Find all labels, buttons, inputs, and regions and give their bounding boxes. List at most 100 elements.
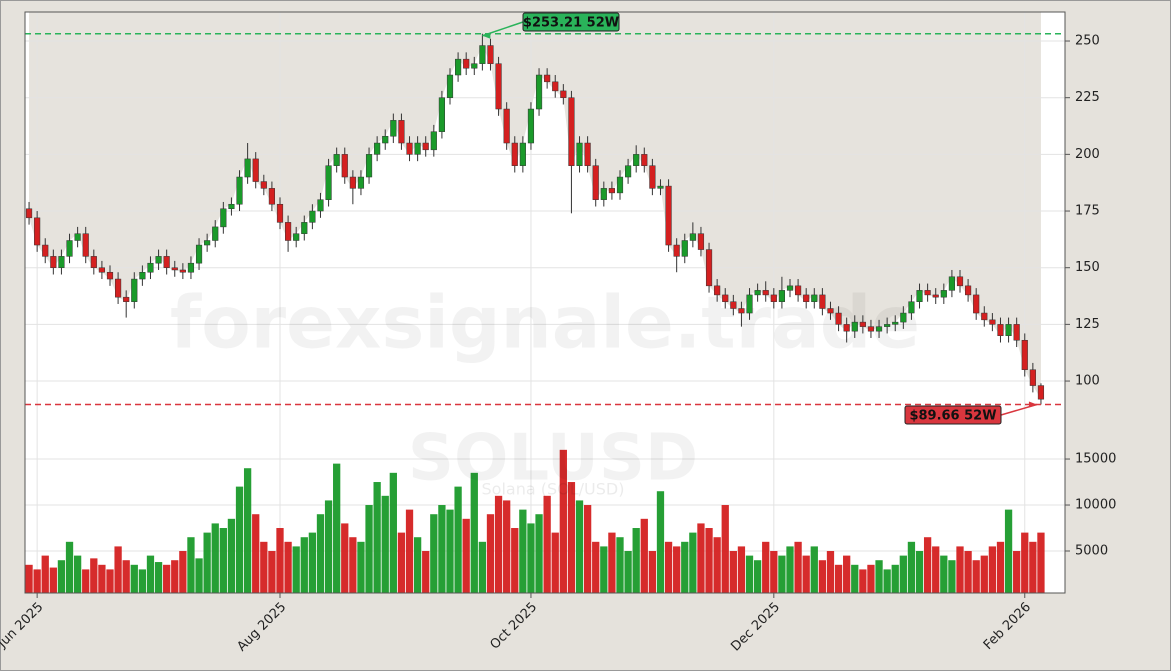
volume-bar <box>494 495 503 593</box>
candle-body <box>762 290 769 296</box>
candle-body <box>398 120 405 144</box>
candle-body <box>770 294 777 302</box>
candle-body <box>42 244 49 257</box>
volume-bar <box>559 449 567 593</box>
candle-body <box>179 269 186 273</box>
candle-body <box>244 158 251 178</box>
volume-bar <box>940 555 948 593</box>
background-layer <box>25 12 1065 593</box>
candle-body <box>1005 324 1012 336</box>
candle-body <box>948 276 955 291</box>
volume-bar <box>98 564 106 593</box>
candle-body <box>1021 339 1028 370</box>
candle-body <box>195 244 203 264</box>
candle-body <box>268 188 275 205</box>
candle-body <box>317 199 324 212</box>
volume-bar <box>519 509 527 593</box>
candle-body <box>600 188 607 200</box>
volume-bar <box>664 541 673 593</box>
candle-body <box>625 165 632 178</box>
candle-body <box>187 262 195 273</box>
level-label-box <box>522 12 620 32</box>
candle-body <box>673 244 680 257</box>
candle-body <box>66 240 73 257</box>
candle-body <box>924 290 931 296</box>
volume-bar <box>25 564 33 593</box>
volume-bar <box>33 569 41 593</box>
volume-bar <box>681 541 689 593</box>
volume-bar <box>389 472 397 593</box>
candle-body <box>811 294 818 302</box>
volume-bar <box>146 555 155 593</box>
volume-bar <box>648 551 657 593</box>
volume-bar <box>915 551 924 593</box>
plot-border <box>24 11 1066 594</box>
volume-bar <box>851 564 859 593</box>
volume-bar <box>57 560 66 593</box>
candle-body <box>463 58 470 69</box>
candle-body <box>519 142 526 166</box>
y2-tick-label: 15000 <box>1075 452 1116 467</box>
candle-body <box>908 301 915 314</box>
candle-body <box>260 181 267 189</box>
volume-bar <box>535 514 543 593</box>
candle-body <box>285 222 292 241</box>
candle-body <box>859 321 866 327</box>
candle-body <box>236 176 243 205</box>
volume-bar <box>397 532 406 593</box>
candle-body <box>552 81 559 92</box>
candle-body <box>641 154 648 166</box>
volume-bar <box>163 564 171 593</box>
volume-bar <box>883 569 891 593</box>
volume-bar <box>786 546 794 593</box>
volume-bar <box>859 569 867 593</box>
candle-body <box>406 142 413 155</box>
volume-bar <box>972 560 980 593</box>
candle-body <box>228 203 235 210</box>
volume-bar <box>462 518 470 593</box>
candle-body <box>981 312 988 321</box>
volume-bar <box>656 491 665 593</box>
candle-body <box>681 240 688 257</box>
volume-bar <box>624 551 632 593</box>
volume-bar <box>316 514 325 593</box>
candle-body <box>479 45 486 64</box>
symbol-watermark: SOLUSD <box>408 422 698 496</box>
volume-bar <box>697 523 705 593</box>
candle-body <box>333 154 340 166</box>
volume-bar <box>956 546 964 593</box>
volume-bar <box>365 505 373 593</box>
volume-bar <box>818 560 827 593</box>
candle-body <box>584 142 591 166</box>
candle-body <box>106 271 114 280</box>
candle-body <box>58 256 65 268</box>
volume-bar <box>948 560 956 593</box>
volume-bar <box>527 523 535 593</box>
level-label: $253.21 52W <box>523 16 619 31</box>
candle-body <box>374 142 381 155</box>
candle-body <box>357 176 365 189</box>
volume-bar <box>227 518 236 593</box>
candle-body <box>422 142 429 151</box>
candle-body <box>147 262 154 273</box>
candle-body <box>1013 324 1020 341</box>
candle-body <box>1037 385 1045 400</box>
candle-body <box>973 294 980 314</box>
volume-bar <box>575 500 584 593</box>
volume-bar <box>73 555 82 593</box>
volume-bar <box>543 495 551 593</box>
volume-bar <box>721 505 729 593</box>
candle-body <box>827 308 834 314</box>
y-tick-label: 125 <box>1075 317 1100 332</box>
volume-bar <box>341 523 349 593</box>
candle-body <box>82 233 89 257</box>
candle-body <box>74 233 81 241</box>
volume-bar <box>219 528 227 593</box>
arrow-head <box>482 32 491 39</box>
candle-body <box>115 278 122 298</box>
volume-bar <box>608 532 616 593</box>
volume-bar <box>511 528 519 593</box>
candle-body <box>301 222 308 234</box>
candle-body <box>956 276 964 287</box>
candle-body <box>349 176 356 189</box>
